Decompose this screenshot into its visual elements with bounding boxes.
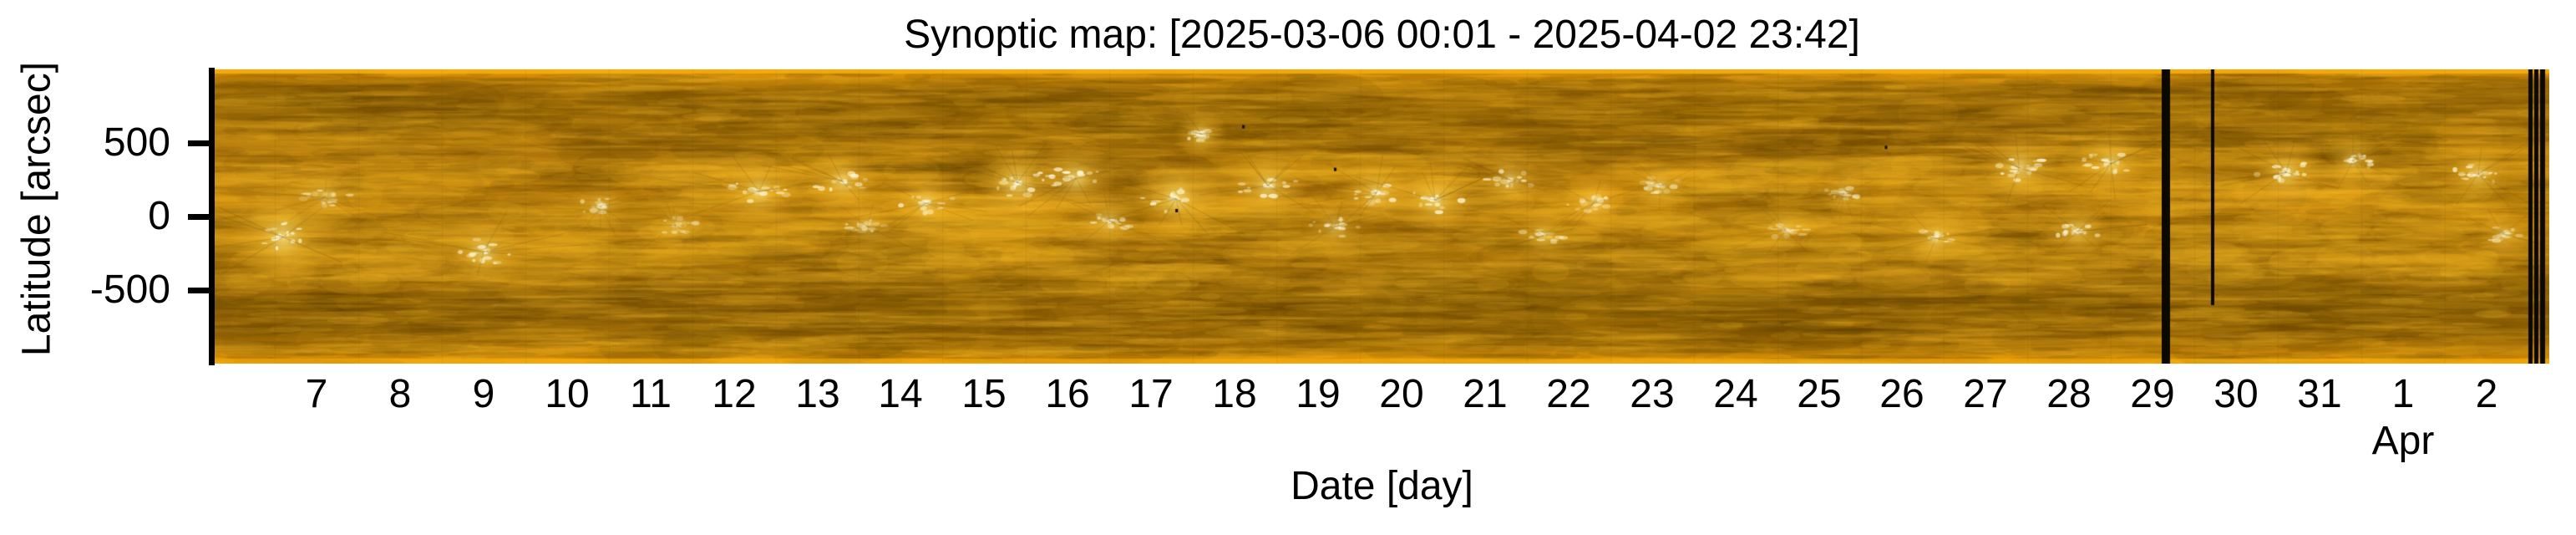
y-tick-label: 500 xyxy=(103,120,170,165)
x-tick-label: 23 xyxy=(1630,372,1675,416)
x-tick-label: 26 xyxy=(1879,372,1924,416)
y-tick-mark xyxy=(188,288,215,293)
y-tick-label: 0 xyxy=(148,194,170,238)
x-axis-title: Date [day] xyxy=(1291,464,1473,508)
x-tick-label: 8 xyxy=(388,372,412,416)
x-tick-label: 19 xyxy=(1296,372,1341,416)
chart-title: Synoptic map: [2025-03-06 00:01 - 2025-0… xyxy=(904,13,1860,57)
y-tick-mark xyxy=(188,214,215,220)
x-tick-label: 28 xyxy=(2046,372,2092,416)
x-tick-label: 25 xyxy=(1797,372,1842,416)
x-tick-label: 12 xyxy=(712,372,757,416)
y-tick-mark xyxy=(188,140,215,146)
synoptic-map-image xyxy=(215,69,2549,364)
x-tick-label: 22 xyxy=(1546,372,1591,416)
x-tick-label: 21 xyxy=(1463,372,1508,416)
x-tick-label: 10 xyxy=(545,372,590,416)
x-month-label: Apr xyxy=(2371,419,2435,463)
x-tick-label: 15 xyxy=(961,372,1007,416)
x-tick-label: 14 xyxy=(878,372,923,416)
x-tick-label: 27 xyxy=(1963,372,2008,416)
x-tick-label: 7 xyxy=(305,372,328,416)
x-tick-label: 29 xyxy=(2130,372,2175,416)
x-tick-label: 1 xyxy=(2391,372,2415,416)
x-tick-label: 18 xyxy=(1212,372,1257,416)
x-tick-label: 24 xyxy=(1713,372,1758,416)
x-tick-label: 31 xyxy=(2297,372,2342,416)
y-tick-label: -500 xyxy=(89,268,170,312)
x-tick-label: 16 xyxy=(1045,372,1090,416)
x-tick-label: 11 xyxy=(630,372,672,416)
x-tick-label: 20 xyxy=(1379,372,1424,416)
x-tick-label: 13 xyxy=(795,372,840,416)
x-tick-label: 30 xyxy=(2213,372,2259,416)
x-tick-label: 2 xyxy=(2475,372,2498,416)
x-tick-label: 9 xyxy=(472,372,495,416)
x-tick-label: 17 xyxy=(1128,372,1174,416)
